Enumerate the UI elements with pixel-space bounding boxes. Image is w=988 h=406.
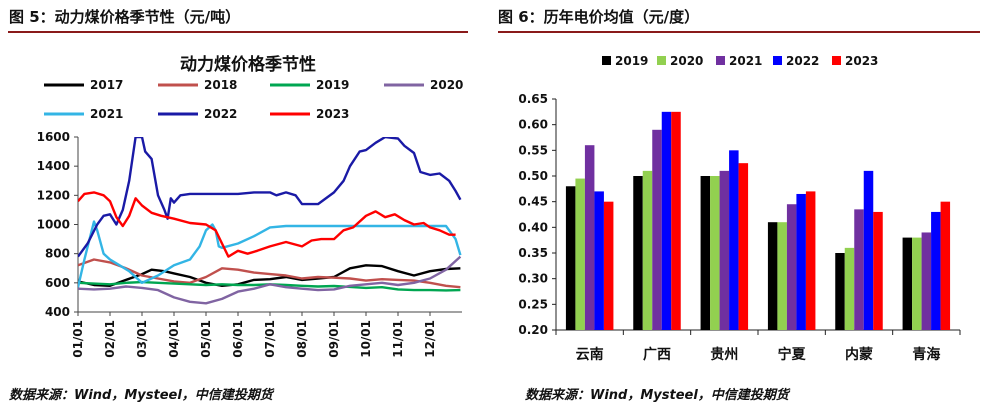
line-chart-axes: 400 600 800 1000 1200 1400 1600 01/01 02/01 03/01… (37, 130, 462, 358)
right-caption: 图 6：历年电价均值（元/度） (498, 8, 700, 26)
line-legend-label-2022: 2022 (204, 107, 237, 121)
line-y-tick-label: 1200 (37, 188, 70, 202)
left-caption-rule (8, 31, 468, 33)
line-legend-label-2017: 2017 (90, 78, 123, 92)
line-y-tick-label: 800 (45, 247, 70, 261)
line-x-tick-label: 06/01 (231, 320, 245, 358)
line-chart-series (78, 137, 462, 305)
line-series-2018 (78, 258, 461, 289)
line-x-tick-label: 09/01 (327, 320, 341, 358)
line-series-2020 (78, 255, 462, 305)
line-y-tick-label: 1600 (37, 130, 70, 144)
line-chart-title: 动力煤价格季节性 (180, 54, 316, 75)
line-x-tick-label: 01/01 (71, 320, 85, 358)
line-series-2017 (78, 264, 461, 287)
line-series-2022 (78, 137, 462, 258)
line-y-tick-label: 1400 (37, 159, 70, 173)
line-x-tick-label: 04/01 (167, 320, 181, 358)
line-x-tick-label: 07/01 (263, 320, 277, 358)
line-legend-label-2021: 2021 (90, 107, 123, 121)
right-source-note: 数据来源：Wind，Mysteel，中信建投期货 (525, 388, 789, 403)
line-x-tick-label: 08/01 (295, 320, 309, 358)
line-chart-legend: 2017 2018 2019 2020 2021 2022 2023 (44, 78, 463, 121)
line-x-tick-label: 02/01 (103, 320, 117, 358)
line-x-tick-label: 03/01 (135, 320, 149, 358)
line-legend-label-2023: 2023 (316, 107, 349, 121)
line-legend-label-2020: 2020 (430, 78, 463, 92)
line-x-tick-label: 11/01 (391, 320, 405, 358)
right-caption-rule (498, 31, 980, 33)
left-caption: 图 5：动力煤价格季节性（元/吨） (9, 8, 241, 26)
line-legend-label-2019: 2019 (316, 78, 349, 92)
line-series-2021 (78, 220, 462, 288)
line-y-tick-label: 600 (45, 276, 70, 290)
line-x-tick-label: 05/01 (199, 320, 213, 358)
line-y-tick-label: 1000 (37, 218, 70, 232)
line-legend-label-2018: 2018 (204, 78, 237, 92)
line-y-tick-label: 400 (45, 305, 70, 319)
line-x-tick-label: 12/01 (423, 320, 437, 358)
left-source-note: 数据来源：Wind，Mysteel，中信建投期货 (9, 388, 273, 403)
line-series-2023 (78, 191, 456, 258)
line-x-tick-label: 10/01 (359, 320, 373, 358)
